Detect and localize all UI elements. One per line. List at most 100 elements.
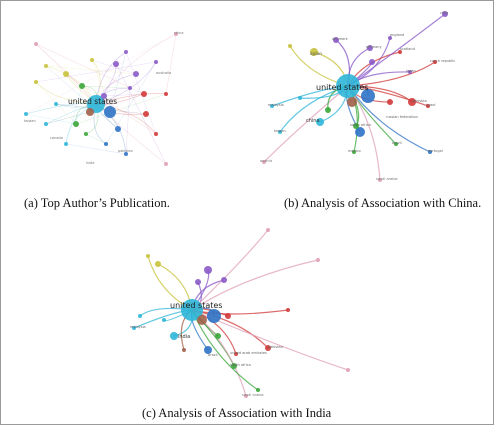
panel-a-edge	[103, 93, 145, 97]
panel-a-node	[124, 152, 128, 156]
panel-c-node	[316, 258, 320, 262]
panel-c-node	[346, 368, 350, 372]
node-label-b-japan: japan	[405, 69, 416, 73]
panel-a-edge	[105, 61, 157, 145]
panel-a-node	[34, 42, 38, 46]
panel-a-node	[84, 132, 88, 136]
panel-a-edge	[35, 61, 157, 83]
panel-c-node	[207, 309, 221, 323]
panel-a-node	[154, 60, 158, 64]
node-label-b-denmark: denmark	[332, 37, 349, 41]
panel-a-edge	[25, 113, 77, 125]
panel-a-node	[124, 50, 128, 54]
node-label-c-uae: united arab emirates	[230, 351, 267, 355]
panel-a-node	[73, 121, 79, 127]
panel-b-node	[426, 104, 430, 108]
panel-c-node	[266, 228, 270, 232]
panel-a-node	[63, 71, 69, 77]
panel-a-node	[174, 32, 178, 36]
panel-b-node	[369, 59, 375, 65]
panel-a-edge	[115, 63, 167, 165]
node-label-c-malaysia: malaysia	[130, 325, 146, 329]
panel-c-edge	[191, 259, 319, 311]
panel-c-node	[204, 346, 212, 354]
panel-a-node	[24, 112, 28, 116]
panel-a-node	[44, 122, 48, 126]
panel-b-node	[288, 44, 292, 48]
nodes-b	[262, 11, 448, 182]
panel-a-edge	[25, 33, 177, 115]
panel-a-edge	[45, 65, 137, 75]
panel-b-edge	[347, 13, 446, 87]
panel-c-node	[221, 277, 227, 283]
panel-c-node	[215, 333, 221, 339]
panel-b-node	[355, 127, 365, 137]
panel-a-node	[143, 111, 149, 117]
panel-b-node	[442, 11, 448, 17]
network-panel-c: united states south africa saudi arabia …	[118, 220, 378, 400]
edges-c	[133, 229, 349, 397]
panel-b-node	[336, 74, 360, 98]
node-label-b-austria: austria	[260, 159, 272, 163]
panel-b-node	[278, 130, 282, 134]
network-graph-c: united states south africa saudi arabia …	[130, 228, 350, 398]
panel-b-node	[398, 50, 402, 54]
panel-a-node	[113, 61, 119, 67]
node-label-a-australia: australia	[156, 71, 171, 75]
panel-b-node	[325, 107, 331, 113]
panel-c-edge	[191, 309, 259, 391]
panel-c-node	[182, 348, 186, 352]
panel-a-edge	[35, 43, 145, 95]
panel-c-node	[138, 314, 142, 318]
panel-a-node	[128, 86, 132, 90]
panel-b-node	[353, 123, 359, 129]
main-node-label-c: united states	[170, 301, 222, 310]
panel-a-edge	[65, 85, 83, 145]
panel-c-node	[265, 345, 271, 351]
node-label-b-israel: israel	[426, 103, 436, 107]
panel-c-node	[146, 254, 150, 258]
node-label-b-chile: chile	[440, 11, 448, 15]
caption-a: (a) Top Author’s Publication.	[24, 196, 170, 210]
node-label-b-china: china	[306, 118, 320, 124]
panel-b-node	[262, 160, 266, 164]
panel-a-edge	[75, 93, 167, 125]
panel-c-node	[155, 261, 161, 267]
panel-b-node	[347, 97, 357, 107]
panel-a-edge	[81, 85, 131, 89]
network-graph-a: united states china taiwan pakistan aust…	[24, 31, 183, 166]
panel-a-edge	[45, 111, 91, 125]
panel-b-node	[333, 37, 339, 43]
panel-b-edge	[347, 85, 431, 153]
panel-b-node	[387, 99, 393, 105]
node-label-c-brazil: brazil	[208, 353, 218, 357]
panel-c-node	[234, 352, 238, 356]
panel-a-node	[115, 126, 121, 132]
panel-a-node	[164, 92, 168, 96]
panel-a-node	[164, 162, 168, 166]
node-label-b-malaysia: malaysia	[268, 103, 284, 107]
panel-a-node	[90, 58, 94, 62]
panel-c-node	[225, 313, 231, 319]
node-label-c-pakistan: pakistan	[268, 345, 283, 349]
panel-c-node	[162, 318, 166, 322]
panel-a-node	[101, 93, 107, 99]
node-label-b-russian-federation: russian federation	[386, 115, 418, 119]
node-label-b-germany: germany	[366, 45, 382, 49]
panel-a-node	[104, 142, 108, 146]
network-graph-b: united states spain denmark germany engl…	[260, 11, 455, 182]
panel-a-node	[44, 64, 48, 68]
panel-b-node	[378, 178, 382, 182]
panel-b-node	[433, 60, 437, 64]
node-label-b-brazil: brazil	[392, 141, 402, 145]
panel-a-node	[54, 102, 58, 106]
panel-a-edge	[115, 63, 167, 165]
main-node-label-a: united states	[68, 97, 117, 106]
node-label-a-pakistan: pakistan	[118, 149, 133, 153]
node-label-b-mexico: mexico	[348, 149, 361, 153]
panel-a-edge	[45, 111, 91, 125]
panel-b-node	[428, 150, 432, 154]
panel-b-node	[388, 36, 392, 40]
caption-b: (b) Analysis of Association with China.	[284, 196, 482, 210]
node-label-b-south-africa: south africa	[350, 123, 371, 127]
